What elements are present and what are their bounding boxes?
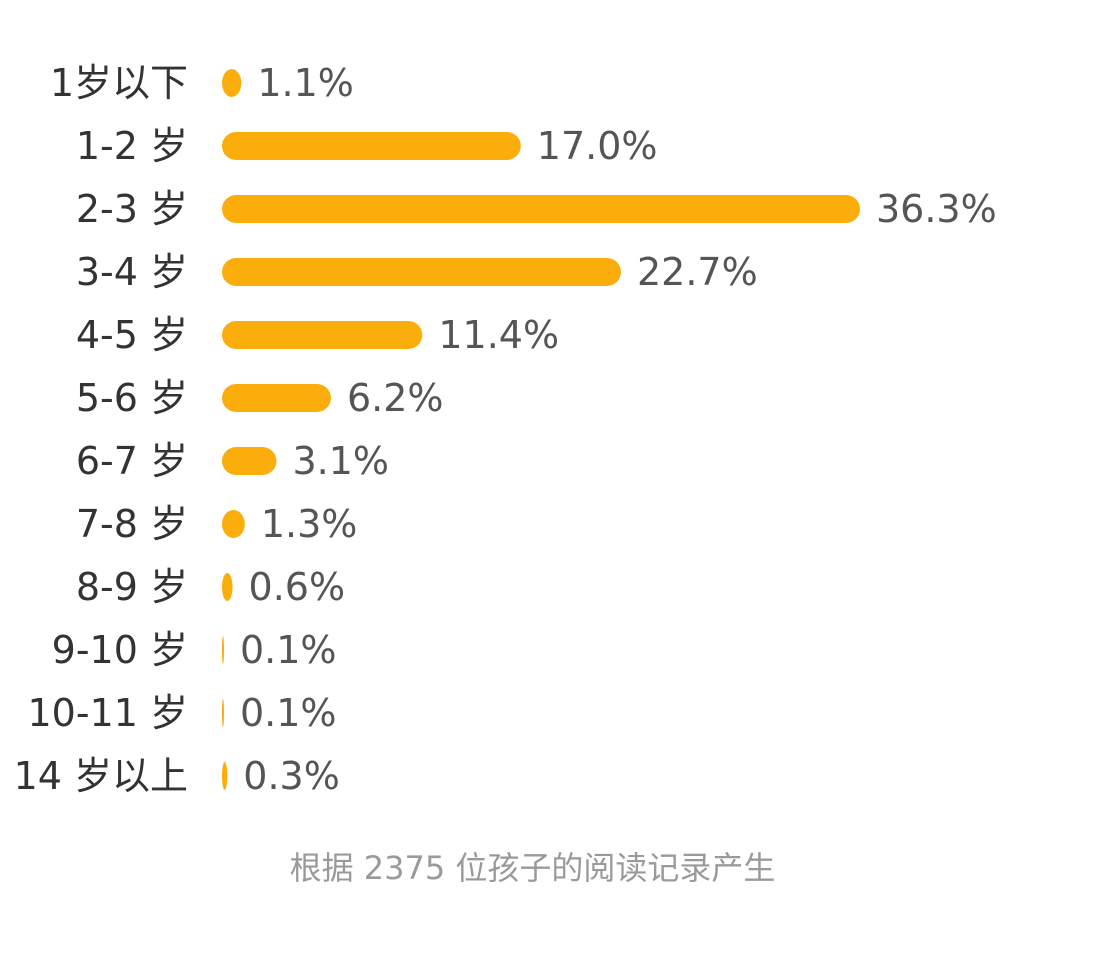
category-label: 1岁以下 [50, 61, 188, 105]
bar [222, 510, 245, 538]
bar [222, 384, 331, 412]
category-label: 4-5 岁 [76, 313, 188, 357]
value-label: 1.1% [257, 61, 354, 105]
bar [222, 258, 621, 286]
value-label: 0.6% [249, 565, 346, 609]
chart-footnote: 根据 2375 位孩子的阅读记录产生 [289, 849, 776, 887]
category-label: 7-8 岁 [76, 502, 188, 546]
category-label: 5-6 岁 [76, 376, 188, 420]
bar [222, 447, 277, 475]
bar [222, 195, 860, 223]
value-label: 1.3% [261, 502, 358, 546]
bar [222, 573, 233, 601]
value-label: 0.1% [240, 628, 337, 672]
value-label: 3.1% [292, 439, 389, 483]
bar [222, 636, 224, 664]
value-label: 36.3% [876, 187, 997, 231]
category-label: 2-3 岁 [76, 187, 188, 231]
category-label: 6-7 岁 [76, 439, 188, 483]
value-label: 22.7% [637, 250, 758, 294]
bar-chart: 1岁以下 1.1% 1-2 岁 17.0% 2-3 岁 36.3% 3-4 岁 22.7% 4-… [14, 61, 997, 798]
value-label: 0.3% [243, 754, 340, 798]
bar [222, 321, 423, 349]
value-label: 0.1% [240, 691, 337, 735]
value-label: 11.4% [438, 313, 559, 357]
category-label: 9-10 岁 [52, 628, 188, 672]
category-label: 8-9 岁 [76, 565, 188, 609]
category-label: 10-11 岁 [28, 691, 189, 735]
category-label: 1-2 岁 [76, 124, 188, 168]
value-label: 6.2% [347, 376, 444, 420]
bar [222, 132, 521, 160]
bar [222, 69, 242, 97]
bar [222, 762, 228, 790]
category-label: 14 岁以上 [14, 754, 188, 798]
category-label: 3-4 岁 [76, 250, 188, 294]
bar [222, 699, 224, 727]
value-label: 17.0% [537, 124, 658, 168]
